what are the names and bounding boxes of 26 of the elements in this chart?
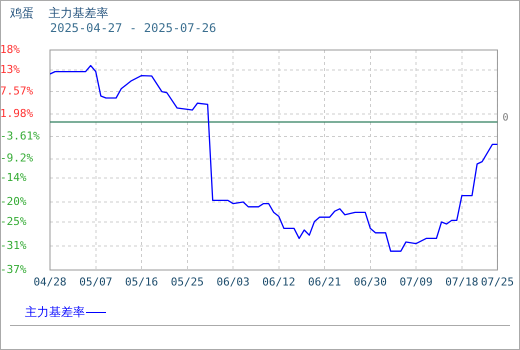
chart-subtitle: 2025-04-27 - 2025-07-26 [50, 21, 216, 35]
x-tick-label: 06/30 [354, 275, 387, 288]
y-tick-label: -20% [0, 194, 27, 208]
x-tick-label: 04/28 [33, 275, 67, 288]
y-tick-label: -31% [0, 238, 27, 252]
chart-title: 鸡蛋 主力基差率 [10, 5, 108, 22]
legend-label: 主力基差率 [25, 304, 85, 321]
x-tick-label: 06/21 [308, 275, 342, 288]
y-tick-label: -9.2% [0, 152, 34, 165]
x-tick-label: 05/16 [124, 275, 158, 288]
y-tick-label: -14% [0, 170, 27, 184]
x-tick-label: 07/25 [480, 275, 514, 288]
x-tick-label: 05/25 [170, 275, 204, 288]
y-tick-label: -25% [0, 214, 27, 228]
y-tick-label: 18% [0, 42, 20, 56]
y-tick-label: 13% [0, 62, 20, 76]
x-tick-label: 06/03 [216, 275, 250, 288]
y-tick-label: -3.61% [0, 129, 40, 142]
y-tick-label: 7.57% [0, 84, 34, 98]
y-tick-label: -37% [0, 262, 27, 276]
ref-line-label: 0 [502, 112, 508, 124]
x-tick-label: 07/18 [445, 275, 478, 288]
x-tick-label: 06/12 [262, 275, 296, 288]
x-tick-label: 07/09 [400, 275, 433, 288]
x-tick-label: 05/07 [79, 275, 112, 288]
y-tick-label: 1.98% [0, 106, 34, 120]
